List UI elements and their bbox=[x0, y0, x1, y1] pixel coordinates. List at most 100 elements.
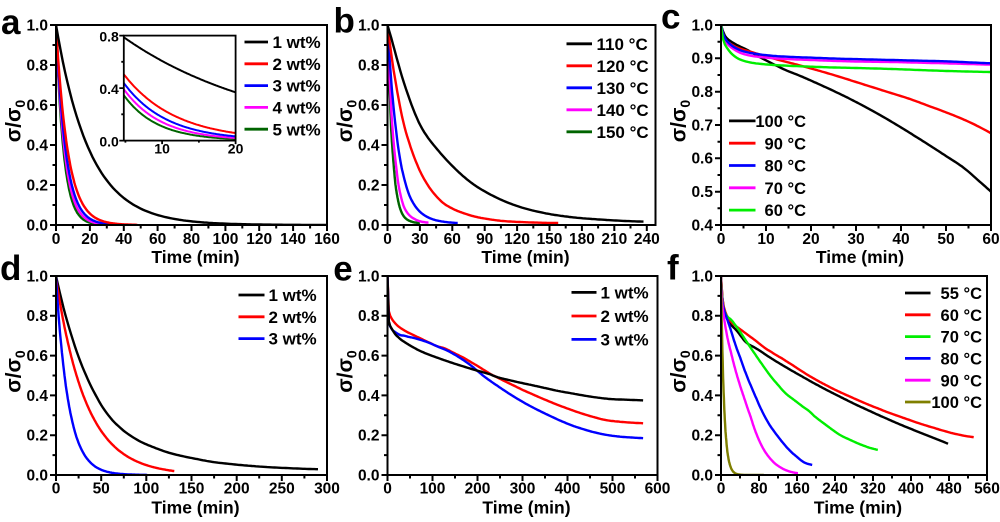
svg-text:0.2: 0.2 bbox=[26, 428, 48, 445]
svg-text:100 °C: 100 °C bbox=[755, 113, 806, 131]
svg-text:140 °C: 140 °C bbox=[597, 101, 649, 120]
svg-text:Time (min): Time (min) bbox=[481, 247, 569, 267]
svg-text:f: f bbox=[667, 249, 679, 288]
svg-text:90: 90 bbox=[476, 231, 493, 248]
svg-text:20: 20 bbox=[802, 231, 819, 248]
svg-text:210: 210 bbox=[601, 231, 627, 248]
svg-text:c: c bbox=[661, 0, 680, 37]
svg-text:250: 250 bbox=[269, 481, 295, 498]
svg-text:50: 50 bbox=[93, 481, 110, 498]
svg-text:70 °C: 70 °C bbox=[765, 180, 807, 198]
svg-text:0.8: 0.8 bbox=[99, 29, 119, 45]
svg-text:50: 50 bbox=[937, 231, 954, 248]
svg-text:0.8: 0.8 bbox=[26, 57, 48, 74]
svg-text:320: 320 bbox=[860, 481, 886, 498]
svg-text:300: 300 bbox=[314, 481, 340, 498]
svg-text:3 wt%: 3 wt% bbox=[601, 331, 649, 350]
svg-text:5 wt%: 5 wt% bbox=[273, 120, 321, 139]
svg-text:0.2: 0.2 bbox=[691, 428, 713, 445]
svg-text:0: 0 bbox=[52, 481, 61, 498]
svg-text:200: 200 bbox=[224, 481, 250, 498]
svg-text:0.0: 0.0 bbox=[26, 467, 48, 484]
svg-text:3 wt%: 3 wt% bbox=[269, 330, 317, 349]
svg-text:400: 400 bbox=[555, 481, 581, 498]
svg-text:2 wt%: 2 wt% bbox=[273, 55, 321, 74]
svg-text:80: 80 bbox=[750, 481, 767, 498]
svg-text:30: 30 bbox=[847, 231, 864, 248]
svg-text:60 °C: 60 °C bbox=[941, 307, 983, 325]
svg-text:40: 40 bbox=[115, 231, 132, 248]
svg-text:0.0: 0.0 bbox=[691, 467, 713, 484]
svg-text:150: 150 bbox=[179, 481, 205, 498]
svg-text:0.7: 0.7 bbox=[691, 117, 713, 134]
svg-text:1.0: 1.0 bbox=[358, 268, 380, 285]
svg-text:100: 100 bbox=[133, 481, 159, 498]
svg-text:0: 0 bbox=[52, 231, 61, 248]
svg-text:0.4: 0.4 bbox=[358, 388, 380, 405]
svg-text:e: e bbox=[333, 250, 352, 289]
svg-text:10: 10 bbox=[757, 231, 774, 248]
svg-text:0.2: 0.2 bbox=[26, 177, 48, 194]
svg-text:40: 40 bbox=[892, 231, 909, 248]
svg-text:0: 0 bbox=[383, 481, 392, 498]
svg-text:90 °C: 90 °C bbox=[941, 372, 983, 390]
svg-text:10: 10 bbox=[154, 141, 170, 157]
svg-text:0.6: 0.6 bbox=[691, 151, 713, 168]
svg-text:400: 400 bbox=[898, 481, 924, 498]
svg-text:20: 20 bbox=[228, 141, 244, 157]
svg-text:1 wt%: 1 wt% bbox=[269, 286, 317, 305]
svg-text:1.0: 1.0 bbox=[26, 268, 48, 285]
svg-text:4 wt%: 4 wt% bbox=[273, 99, 321, 118]
svg-text:0.8: 0.8 bbox=[358, 308, 380, 325]
svg-text:0.0: 0.0 bbox=[358, 467, 380, 484]
svg-text:0: 0 bbox=[717, 481, 726, 498]
svg-text:0.8: 0.8 bbox=[691, 84, 713, 101]
svg-text:90 °C: 90 °C bbox=[765, 135, 807, 153]
svg-text:150 °C: 150 °C bbox=[597, 123, 649, 142]
svg-text:0.2: 0.2 bbox=[358, 177, 380, 194]
svg-text:60 °C: 60 °C bbox=[765, 202, 807, 220]
svg-text:0: 0 bbox=[383, 231, 392, 248]
svg-text:1.0: 1.0 bbox=[691, 268, 713, 285]
svg-text:60: 60 bbox=[982, 231, 999, 248]
svg-text:160: 160 bbox=[784, 481, 810, 498]
svg-text:0.8: 0.8 bbox=[358, 57, 380, 74]
svg-text:0.9: 0.9 bbox=[691, 51, 713, 68]
svg-text:120: 120 bbox=[246, 231, 272, 248]
svg-text:55 °C: 55 °C bbox=[941, 285, 983, 303]
svg-text:0.8: 0.8 bbox=[691, 308, 713, 325]
svg-text:b: b bbox=[334, 2, 355, 41]
svg-text:0.4: 0.4 bbox=[358, 137, 380, 154]
svg-text:1.0: 1.0 bbox=[358, 17, 380, 34]
svg-text:1.0: 1.0 bbox=[26, 17, 48, 34]
svg-text:80 °C: 80 °C bbox=[941, 351, 983, 369]
svg-text:120: 120 bbox=[504, 231, 530, 248]
svg-text:480: 480 bbox=[936, 481, 962, 498]
svg-text:0.4: 0.4 bbox=[691, 388, 713, 405]
svg-text:0.6: 0.6 bbox=[26, 97, 48, 114]
svg-text:80: 80 bbox=[183, 231, 200, 248]
svg-text:60: 60 bbox=[149, 231, 166, 248]
svg-text:130 °C: 130 °C bbox=[597, 79, 649, 98]
svg-text:150: 150 bbox=[537, 231, 563, 248]
svg-text:60: 60 bbox=[444, 231, 461, 248]
svg-text:0.5: 0.5 bbox=[691, 184, 713, 201]
svg-text:0.4: 0.4 bbox=[26, 388, 48, 405]
svg-text:30: 30 bbox=[411, 231, 428, 248]
svg-text:100: 100 bbox=[212, 231, 238, 248]
svg-text:200: 200 bbox=[465, 481, 491, 498]
svg-text:70 °C: 70 °C bbox=[941, 329, 983, 347]
svg-text:100 °C: 100 °C bbox=[931, 394, 982, 412]
svg-text:0.0: 0.0 bbox=[26, 217, 48, 234]
svg-text:Time (min): Time (min) bbox=[151, 247, 239, 267]
svg-text:Time (min): Time (min) bbox=[482, 497, 570, 517]
svg-text:a: a bbox=[1, 3, 21, 42]
svg-text:0.6: 0.6 bbox=[691, 348, 713, 365]
svg-text:3 wt%: 3 wt% bbox=[273, 77, 321, 96]
svg-text:0.6: 0.6 bbox=[358, 348, 380, 365]
svg-text:0: 0 bbox=[717, 231, 726, 248]
svg-text:240: 240 bbox=[822, 481, 848, 498]
svg-text:500: 500 bbox=[600, 481, 626, 498]
svg-text:110 °C: 110 °C bbox=[597, 35, 648, 54]
svg-text:240: 240 bbox=[634, 231, 660, 248]
